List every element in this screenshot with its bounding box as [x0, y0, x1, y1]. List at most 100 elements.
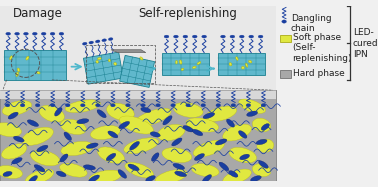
Ellipse shape — [90, 125, 120, 140]
Ellipse shape — [31, 150, 60, 166]
Ellipse shape — [5, 104, 10, 107]
Ellipse shape — [2, 144, 27, 159]
Ellipse shape — [141, 107, 151, 113]
Ellipse shape — [128, 164, 139, 171]
Ellipse shape — [239, 35, 244, 38]
Ellipse shape — [197, 62, 201, 65]
Ellipse shape — [192, 66, 196, 68]
Ellipse shape — [252, 118, 271, 132]
Ellipse shape — [164, 35, 169, 38]
Ellipse shape — [239, 131, 247, 138]
Ellipse shape — [65, 104, 70, 107]
Ellipse shape — [130, 141, 139, 150]
Ellipse shape — [77, 119, 89, 124]
Ellipse shape — [96, 60, 98, 63]
Ellipse shape — [259, 161, 268, 168]
Ellipse shape — [59, 32, 64, 35]
Ellipse shape — [89, 175, 99, 182]
Ellipse shape — [261, 104, 266, 107]
Ellipse shape — [2, 101, 32, 116]
Ellipse shape — [118, 170, 127, 178]
Ellipse shape — [17, 68, 20, 72]
Text: LED-
cured
IPN: LED- cured IPN — [353, 27, 378, 59]
Ellipse shape — [194, 154, 204, 160]
Ellipse shape — [249, 35, 254, 38]
Ellipse shape — [240, 154, 249, 160]
Ellipse shape — [60, 163, 87, 177]
Ellipse shape — [216, 104, 221, 107]
Ellipse shape — [221, 35, 225, 38]
Ellipse shape — [258, 35, 263, 38]
Ellipse shape — [25, 169, 54, 185]
Ellipse shape — [98, 147, 124, 163]
Text: Hard phase: Hard phase — [293, 69, 344, 78]
Ellipse shape — [108, 38, 113, 41]
Ellipse shape — [247, 111, 258, 117]
Ellipse shape — [155, 169, 187, 184]
Bar — [218, 53, 265, 75]
Ellipse shape — [174, 35, 178, 38]
Ellipse shape — [27, 120, 39, 126]
Ellipse shape — [26, 56, 29, 60]
Ellipse shape — [239, 99, 265, 113]
Ellipse shape — [125, 163, 153, 178]
Ellipse shape — [230, 35, 235, 38]
Ellipse shape — [150, 132, 160, 137]
Ellipse shape — [219, 162, 229, 171]
Ellipse shape — [203, 113, 215, 119]
Text: Self-replenishing: Self-replenishing — [139, 7, 238, 20]
Ellipse shape — [158, 124, 185, 141]
Bar — [0, 6, 276, 90]
Ellipse shape — [191, 164, 219, 177]
Polygon shape — [111, 50, 146, 53]
Ellipse shape — [251, 176, 261, 182]
Ellipse shape — [172, 138, 182, 146]
Ellipse shape — [37, 72, 40, 74]
Ellipse shape — [108, 131, 118, 138]
Ellipse shape — [261, 124, 270, 130]
Ellipse shape — [179, 60, 182, 64]
Ellipse shape — [96, 104, 100, 107]
Ellipse shape — [89, 170, 122, 183]
Ellipse shape — [141, 104, 146, 107]
Ellipse shape — [14, 136, 24, 142]
Ellipse shape — [206, 106, 237, 121]
Ellipse shape — [114, 62, 116, 65]
Ellipse shape — [35, 104, 40, 107]
Ellipse shape — [34, 165, 45, 172]
Ellipse shape — [152, 153, 159, 161]
Ellipse shape — [119, 116, 153, 134]
Ellipse shape — [50, 32, 55, 35]
Ellipse shape — [229, 171, 238, 177]
Ellipse shape — [23, 32, 28, 35]
Ellipse shape — [119, 121, 130, 129]
Ellipse shape — [146, 176, 155, 182]
Ellipse shape — [97, 110, 106, 118]
Ellipse shape — [37, 145, 48, 152]
Ellipse shape — [140, 57, 143, 60]
Bar — [0, 90, 276, 181]
Ellipse shape — [124, 138, 158, 154]
Ellipse shape — [201, 104, 206, 107]
Ellipse shape — [162, 148, 192, 163]
Ellipse shape — [98, 58, 101, 60]
Ellipse shape — [22, 127, 53, 145]
Ellipse shape — [60, 119, 86, 134]
Ellipse shape — [60, 154, 68, 162]
Ellipse shape — [83, 165, 95, 170]
Ellipse shape — [125, 104, 130, 107]
Ellipse shape — [108, 59, 110, 62]
Ellipse shape — [89, 41, 93, 44]
Ellipse shape — [95, 40, 100, 43]
Ellipse shape — [231, 104, 235, 107]
Ellipse shape — [156, 104, 160, 107]
Ellipse shape — [175, 60, 177, 64]
Ellipse shape — [183, 35, 188, 38]
Ellipse shape — [253, 164, 271, 177]
Bar — [0, 90, 276, 99]
Ellipse shape — [186, 118, 218, 132]
Ellipse shape — [15, 32, 19, 35]
Ellipse shape — [282, 20, 287, 23]
Ellipse shape — [183, 126, 194, 132]
Ellipse shape — [173, 102, 203, 117]
